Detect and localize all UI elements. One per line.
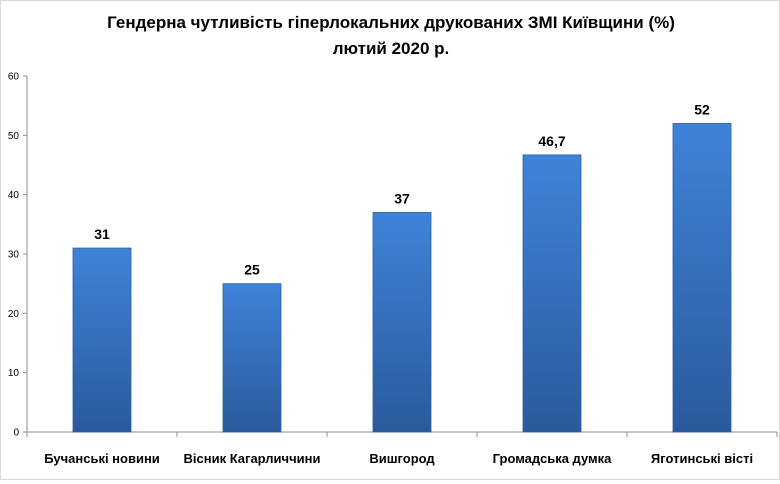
- bar: [372, 212, 432, 433]
- bar: [522, 154, 582, 433]
- x-category-label: Вісник Кагарличчини: [184, 451, 321, 466]
- y-tick-label: 0: [13, 428, 19, 439]
- bar-data-label: 46,7: [538, 133, 565, 149]
- bar: [672, 123, 732, 433]
- y-tick-label: 50: [8, 131, 20, 142]
- bar-data-label: 25: [244, 262, 260, 278]
- bar-data-label: 52: [694, 101, 710, 117]
- y-tick-label: 40: [8, 190, 20, 201]
- bar: [72, 247, 132, 433]
- x-category-label: Бучанські новини: [44, 451, 160, 466]
- chart-subtitle: лютий 2020 р.: [332, 39, 450, 58]
- x-category-label: Вишгород: [369, 451, 435, 466]
- bar: [222, 283, 282, 433]
- y-tick-label: 20: [8, 309, 20, 320]
- bar-data-label: 37: [394, 190, 410, 206]
- y-tick-label: 10: [8, 368, 20, 379]
- x-category-label: Громадська думка: [493, 451, 613, 466]
- bar-data-label: 31: [94, 226, 110, 242]
- y-tick-label: 30: [8, 250, 20, 261]
- x-category-label: Яготинські вісті: [651, 451, 753, 466]
- chart-title: Гендерна чутливість гіперлокальних друко…: [107, 13, 675, 32]
- y-tick-label: 60: [8, 72, 20, 83]
